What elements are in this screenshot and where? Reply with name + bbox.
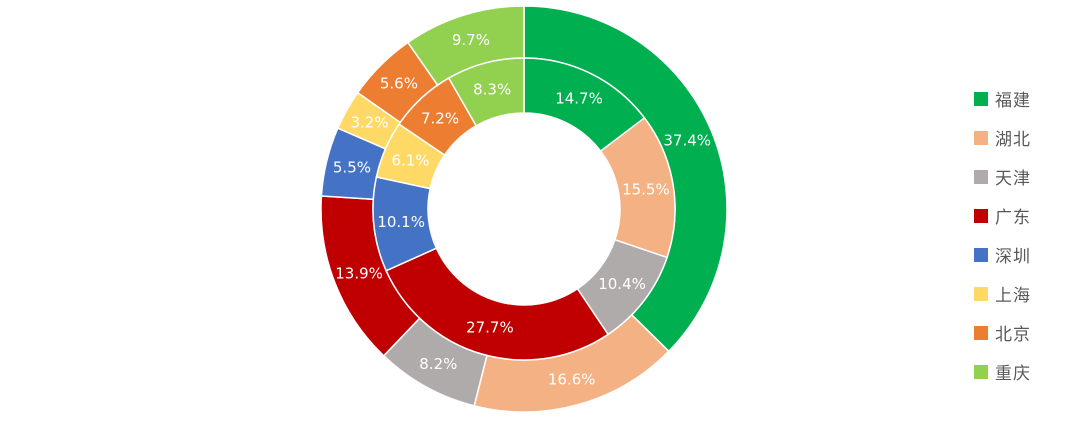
legend-label-8: 重庆	[995, 364, 1031, 384]
legend-item-6[interactable]: 上海	[974, 274, 1031, 313]
inner-label-1: 14.7%	[555, 89, 603, 107]
inner-label-3: 10.4%	[598, 275, 646, 293]
inner-label-5: 10.1%	[377, 213, 425, 231]
legend-label-2: 湖北	[995, 130, 1031, 150]
data-labels: 14.7% 15.5% 10.4% 27.7% 10.1% 6.1% 7.2% 8.3% 37.…	[333, 31, 711, 388]
legend-label-4: 广东	[995, 208, 1031, 228]
legend-label-5: 深圳	[995, 247, 1031, 267]
legend-swatch-1	[974, 91, 988, 106]
legend-label-6: 上海	[995, 286, 1031, 306]
outer-label-4: 13.9%	[335, 264, 383, 282]
legend-swatch-6	[974, 286, 988, 301]
legend-swatch-2	[974, 130, 988, 145]
legend-item-2[interactable]: 湖北	[974, 118, 1031, 157]
legend-item-4[interactable]: 广东	[974, 196, 1031, 235]
outer-label-2: 16.6%	[548, 370, 596, 388]
legend-label-1: 福建	[995, 91, 1031, 111]
legend-swatch-8	[974, 364, 988, 379]
legend: 福建湖北天津广东深圳上海北京重庆	[974, 79, 1031, 391]
outer-label-8: 9.7%	[452, 31, 490, 49]
inner-ring	[372, 57, 676, 361]
outer-label-5: 5.5%	[333, 158, 371, 176]
legend-swatch-7	[974, 325, 988, 340]
legend-item-1[interactable]: 福建	[974, 79, 1031, 118]
inner-label-2: 15.5%	[622, 180, 670, 198]
legend-label-3: 天津	[995, 169, 1031, 189]
inner-slice-4[interactable]	[385, 247, 610, 361]
inner-label-8: 8.3%	[473, 81, 511, 99]
legend-item-8[interactable]: 重庆	[974, 352, 1031, 391]
inner-label-4: 27.7%	[466, 319, 514, 337]
inner-label-6: 6.1%	[391, 151, 429, 169]
outer-label-7: 5.6%	[380, 75, 418, 93]
outer-label-6: 3.2%	[350, 114, 388, 132]
outer-label-1: 37.4%	[663, 132, 711, 150]
legend-label-7: 北京	[995, 325, 1031, 345]
inner-label-7: 7.2%	[421, 109, 459, 127]
legend-swatch-4	[974, 208, 988, 223]
legend-item-7[interactable]: 北京	[974, 313, 1031, 352]
legend-swatch-3	[974, 169, 988, 184]
legend-item-3[interactable]: 天津	[974, 157, 1031, 196]
outer-label-3: 8.2%	[419, 355, 457, 373]
legend-swatch-5	[974, 247, 988, 262]
inner-slice-8[interactable]	[447, 57, 525, 127]
legend-item-5[interactable]: 深圳	[974, 235, 1031, 274]
